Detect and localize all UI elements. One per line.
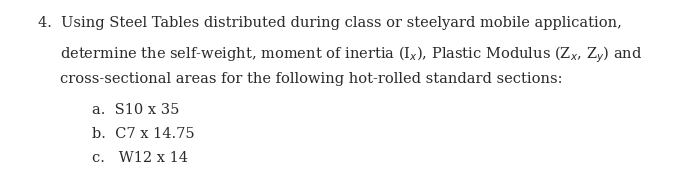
Text: c.   W12 x 14: c. W12 x 14	[92, 151, 188, 165]
Text: determine the self-weight, moment of inertia (I$_x$), Plastic Modulus (Z$_x$, Z$: determine the self-weight, moment of ine…	[60, 44, 643, 65]
Text: cross-sectional areas for the following hot-rolled standard sections:: cross-sectional areas for the following …	[60, 72, 563, 86]
Text: b.  C7 x 14.75: b. C7 x 14.75	[92, 127, 195, 141]
Text: 4.  Using Steel Tables distributed during class or steelyard mobile application,: 4. Using Steel Tables distributed during…	[38, 16, 622, 30]
Text: a.  S10 x 35: a. S10 x 35	[92, 103, 179, 117]
